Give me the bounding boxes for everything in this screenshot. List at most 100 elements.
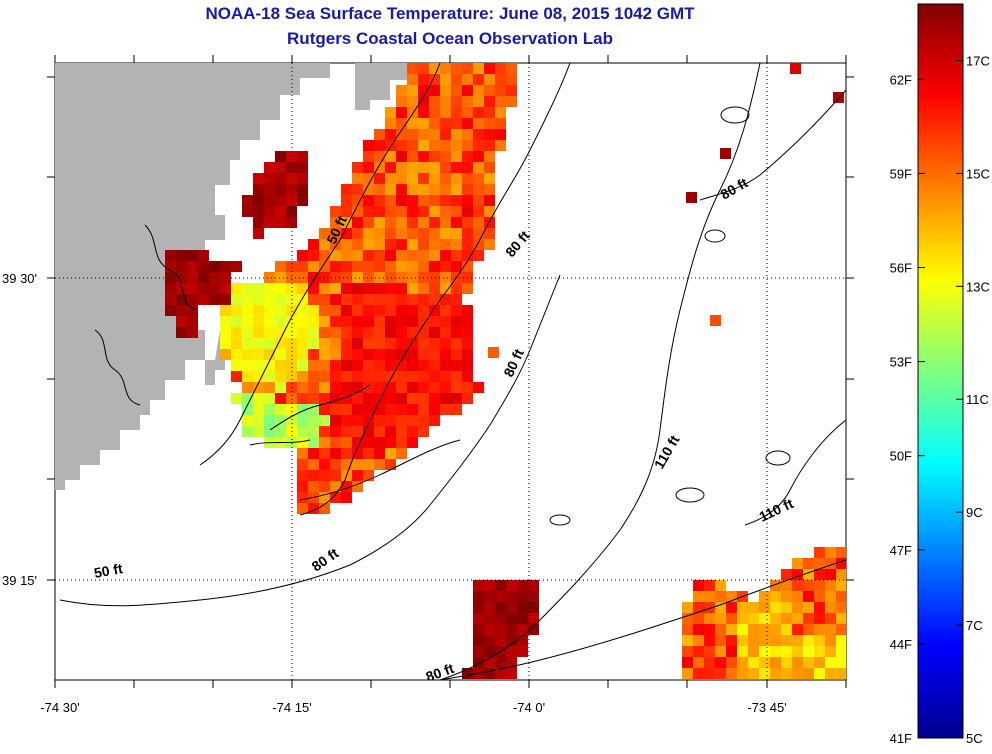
sst-cell <box>484 129 495 140</box>
sst-cell <box>440 206 451 217</box>
contour-inshore <box>249 384 461 501</box>
sst-cell <box>506 591 517 602</box>
sst-cell <box>297 415 308 426</box>
sst-cell <box>396 283 407 294</box>
lon-label: -74 15' <box>272 700 311 715</box>
sst-cell <box>693 635 704 646</box>
sst-cell <box>275 415 286 426</box>
sst-cell <box>264 371 275 382</box>
sst-cell <box>451 228 462 239</box>
colorbar-fahrenheit-label: 50F <box>890 449 912 464</box>
sst-cell <box>473 657 484 668</box>
sst-cell <box>374 448 385 459</box>
sst-cell <box>418 250 429 261</box>
sst-cell <box>836 668 846 679</box>
sst-cell <box>187 261 198 272</box>
sst-cell <box>396 228 407 239</box>
sst-cell <box>341 393 352 404</box>
sst-cell <box>264 382 275 393</box>
sst-cell <box>418 74 429 85</box>
sst-cell <box>352 261 363 272</box>
sst-cell <box>242 338 253 349</box>
sst-cell <box>407 294 418 305</box>
sst-cell <box>407 206 418 217</box>
sst-cell <box>451 305 462 316</box>
sst-cell <box>407 426 418 437</box>
sst-cell <box>462 371 473 382</box>
sst-cell <box>352 206 363 217</box>
colorbar-fahrenheit-label: 44F <box>890 637 912 652</box>
sst-cell <box>451 107 462 118</box>
sst-cell <box>385 448 396 459</box>
sst-cell <box>187 272 198 283</box>
sst-cell <box>385 261 396 272</box>
sst-cell <box>682 613 693 624</box>
sst-cell <box>825 613 836 624</box>
sst-cell <box>319 283 330 294</box>
sst-cell <box>407 272 418 283</box>
sst-cell <box>374 261 385 272</box>
sst-cell <box>231 283 242 294</box>
sst-cell <box>253 327 264 338</box>
sst-cell <box>517 635 528 646</box>
sst-cell <box>429 96 440 107</box>
sst-cell <box>836 591 846 602</box>
lon-label: -74 30' <box>40 700 79 715</box>
sst-cell <box>462 184 473 195</box>
sst-cell <box>220 294 231 305</box>
sst-cell <box>297 184 308 195</box>
sst-cell <box>770 657 781 668</box>
sst-cell <box>308 261 319 272</box>
sst-cell <box>297 393 308 404</box>
sst-cell <box>418 349 429 360</box>
sst-cell <box>429 283 440 294</box>
sst-cell <box>440 63 451 74</box>
sst-cell <box>242 316 253 327</box>
sst-cell <box>330 338 341 349</box>
sst-cell <box>825 646 836 657</box>
sst-cell <box>462 118 473 129</box>
sst-cell <box>451 63 462 74</box>
sst-cell <box>473 118 484 129</box>
sst-cell <box>330 492 341 503</box>
sst-cell <box>319 426 330 437</box>
sst-cell <box>352 470 363 481</box>
sst-cell <box>418 140 429 151</box>
sst-cell <box>352 228 363 239</box>
sst-cell <box>275 283 286 294</box>
sst-cell <box>803 569 814 580</box>
sst-cell <box>363 448 374 459</box>
sst-cell <box>176 316 187 327</box>
sst-cell <box>275 294 286 305</box>
sst-cell <box>407 228 418 239</box>
sst-cell <box>693 580 704 591</box>
sst-cell <box>495 668 506 679</box>
sst-cell <box>363 470 374 481</box>
sst-cell <box>396 404 407 415</box>
sst-cell <box>418 63 429 74</box>
sst-cell <box>385 228 396 239</box>
sst-cell <box>385 173 396 184</box>
sst-cell <box>275 393 286 404</box>
sst-cell <box>286 371 297 382</box>
sst-cell <box>319 415 330 426</box>
axis-ticks <box>47 55 854 688</box>
sst-cell <box>429 140 440 151</box>
colorbar-celsius-label: 13C <box>966 279 990 294</box>
sst-cell <box>352 437 363 448</box>
sst-cell <box>462 173 473 184</box>
sst-cell <box>352 272 363 283</box>
sst-cell <box>297 272 308 283</box>
sst-cell <box>726 591 737 602</box>
contour-patch <box>704 229 726 243</box>
sst-cell <box>440 404 451 415</box>
sst-cell <box>308 294 319 305</box>
sst-cell <box>704 591 715 602</box>
sst-cell <box>275 404 286 415</box>
sst-cell <box>814 635 825 646</box>
sst-cell <box>352 294 363 305</box>
sst-cell <box>407 74 418 85</box>
sst-cell <box>429 184 440 195</box>
sst-cell <box>253 305 264 316</box>
sst-cell <box>781 591 792 602</box>
